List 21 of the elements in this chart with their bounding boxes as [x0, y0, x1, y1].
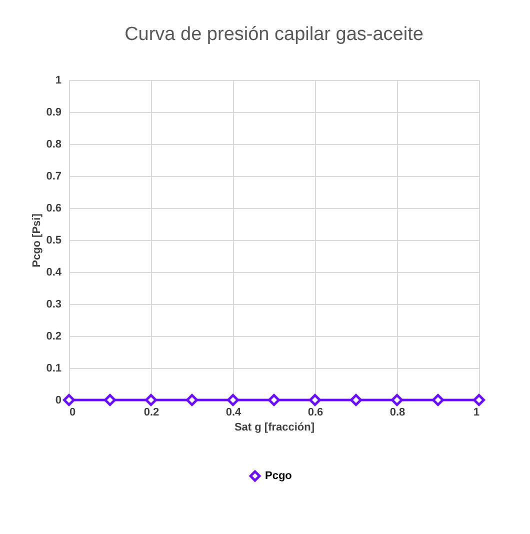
x-tick-label: 0.6: [308, 406, 324, 418]
x-tick-label: 0: [70, 406, 76, 418]
x-tick-label: 0.2: [144, 406, 160, 418]
x-axis-title: Sat g [fracción]: [234, 422, 315, 434]
y-tick-label: 0.7: [46, 170, 62, 182]
x-tick-label: 1: [473, 406, 480, 418]
legend-label: Pcgo: [265, 470, 292, 482]
y-tick-label: 0: [55, 394, 62, 406]
y-tick-label: 0.6: [46, 202, 62, 214]
y-tick-label: 0.5: [46, 234, 62, 246]
y-tick-label: 1: [55, 74, 62, 86]
y-tick-label: 0.9: [46, 106, 62, 118]
y-tick-label: 0.2: [46, 330, 62, 342]
chart-title: Curva de presión capilar gas-aceite: [124, 24, 424, 45]
y-tick-label: 0.4: [46, 266, 62, 278]
y-tick-label: 0.8: [46, 138, 62, 150]
x-tick-label: 0.8: [390, 406, 406, 418]
y-tick-label: 0.3: [46, 298, 62, 310]
x-tick-label: 0.4: [226, 406, 242, 418]
y-tick-label: 0.1: [46, 362, 62, 374]
y-axis-title: Pcgo [Psi]: [31, 213, 44, 268]
